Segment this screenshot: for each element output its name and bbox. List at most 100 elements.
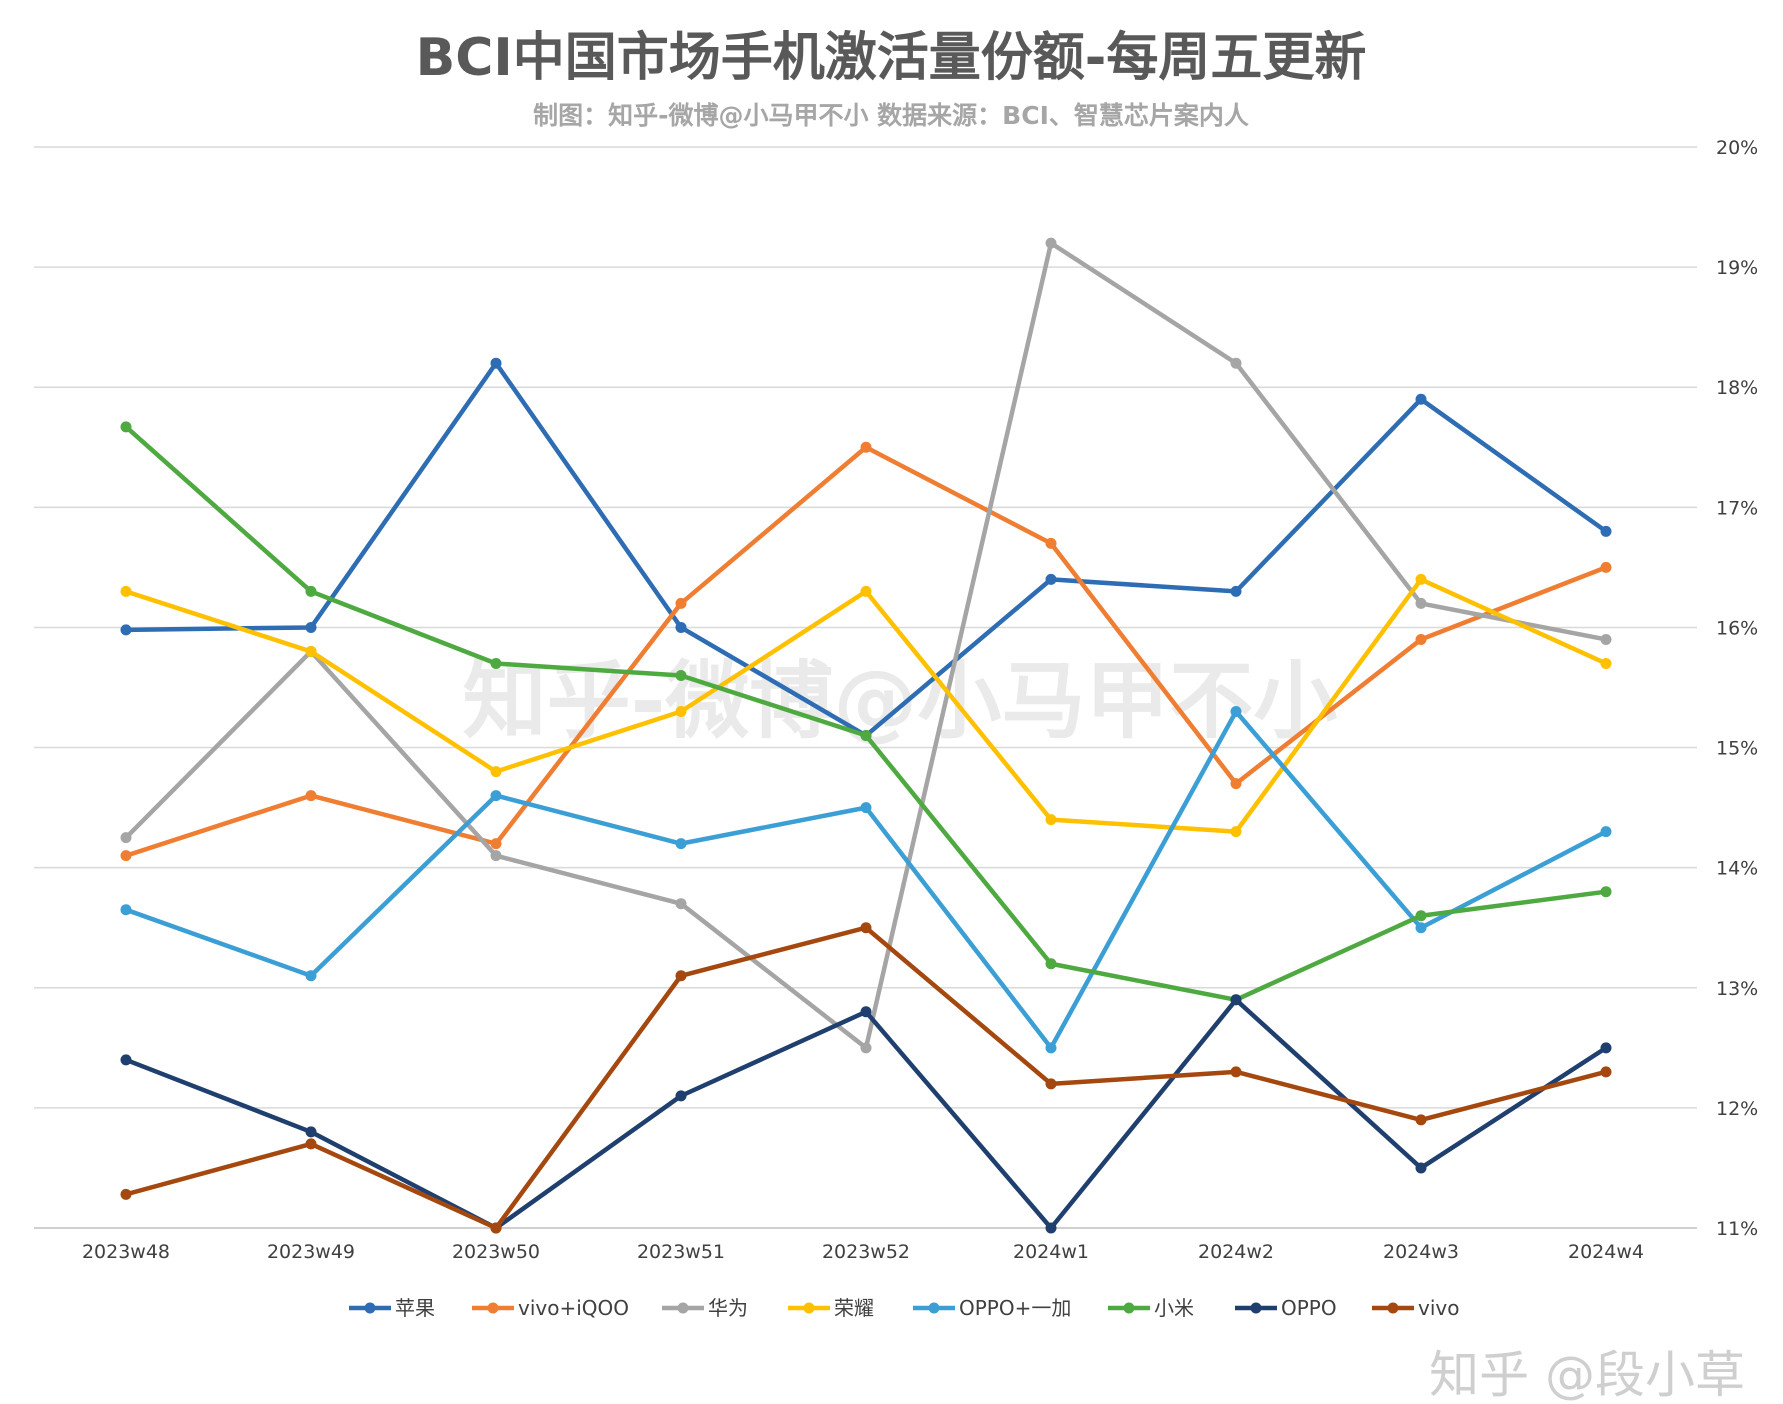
data-point: [1230, 357, 1242, 369]
legend-marker: [487, 1302, 499, 1314]
y-tick-label: 12%: [1716, 1098, 1758, 1120]
series-vivo: [120, 922, 1612, 1234]
data-point: [120, 1054, 132, 1066]
data-point: [1230, 706, 1242, 718]
data-point: [1045, 1042, 1057, 1054]
data-point: [860, 1042, 872, 1054]
watermark-center: 知乎-微博@小马甲不小: [463, 652, 1338, 750]
data-point: [675, 838, 687, 850]
data-point: [860, 802, 872, 814]
data-point: [1415, 633, 1427, 645]
data-point: [1600, 561, 1612, 573]
legend-marker: [1387, 1302, 1399, 1314]
y-tick-label: 14%: [1716, 858, 1758, 880]
data-point: [1600, 1066, 1612, 1078]
data-point: [1045, 537, 1057, 549]
data-point: [1045, 1078, 1057, 1090]
data-point: [860, 1006, 872, 1018]
data-point: [1415, 922, 1427, 934]
legend-label: 苹果: [395, 1296, 435, 1320]
legend-label: 荣耀: [834, 1296, 874, 1320]
data-point: [120, 850, 132, 862]
data-point: [305, 790, 317, 802]
y-tick-label: 19%: [1716, 257, 1758, 279]
legend-label: OPPO: [1281, 1296, 1337, 1320]
legend-item: 小米: [1108, 1296, 1194, 1320]
data-point: [490, 657, 502, 669]
x-tick-label: 2023w48: [82, 1241, 170, 1263]
x-tick-label: 2024w1: [1013, 1241, 1089, 1263]
data-point: [1415, 393, 1427, 405]
data-point: [490, 766, 502, 778]
watermark-corner: 知乎 @段小草: [1429, 1346, 1745, 1404]
y-tick-label: 18%: [1716, 377, 1758, 399]
x-tick-label: 2023w50: [452, 1241, 540, 1263]
data-point: [1415, 910, 1427, 922]
data-point: [1600, 657, 1612, 669]
data-point: [1230, 585, 1242, 597]
data-point: [860, 922, 872, 934]
x-tick-label: 2023w52: [822, 1241, 910, 1263]
data-point: [490, 850, 502, 862]
data-point: [1230, 826, 1242, 838]
legend-item: 荣耀: [788, 1296, 874, 1320]
data-point: [675, 706, 687, 718]
y-tick-label: 17%: [1716, 497, 1758, 519]
legend-marker: [677, 1302, 689, 1314]
x-tick-label: 2023w51: [637, 1241, 725, 1263]
series-小米: [120, 421, 1612, 1006]
y-tick-label: 13%: [1716, 978, 1758, 1000]
y-tick-label: 11%: [1716, 1218, 1758, 1240]
data-point: [1045, 814, 1057, 826]
series-vivo+iQOO: [120, 441, 1612, 862]
data-point: [120, 832, 132, 844]
data-point: [120, 1188, 132, 1200]
legend-item: OPPO: [1235, 1296, 1337, 1320]
legend-item: 华为: [662, 1296, 748, 1320]
legend-marker: [364, 1302, 376, 1314]
data-point: [1600, 633, 1612, 645]
data-point: [120, 585, 132, 597]
data-point: [860, 441, 872, 453]
x-tick-label: 2024w3: [1383, 1241, 1459, 1263]
data-point: [675, 970, 687, 982]
data-point: [1600, 525, 1612, 537]
series-group: [120, 237, 1612, 1234]
data-point: [675, 669, 687, 681]
data-point: [305, 1138, 317, 1150]
data-point: [1415, 597, 1427, 609]
data-point: [1600, 886, 1612, 898]
legend-label: 华为: [708, 1296, 748, 1320]
legend-item: vivo+iQOO: [472, 1296, 629, 1320]
data-point: [1230, 1066, 1242, 1078]
legend-label: vivo: [1418, 1296, 1459, 1320]
y-tick-label: 20%: [1716, 137, 1758, 159]
legend-label: OPPO+一加: [959, 1296, 1071, 1320]
chart-title: BCI中国市场手机激活量份额-每周五更新: [416, 28, 1367, 88]
data-point: [675, 621, 687, 633]
legend-marker: [1250, 1302, 1262, 1314]
y-axis: 11% 12% 13% 14% 15% 16% 17% 18% 19% 20%: [1716, 137, 1758, 1240]
legend-item: 苹果: [349, 1296, 435, 1320]
data-point: [1045, 573, 1057, 585]
data-point: [675, 597, 687, 609]
series-line: [125, 709, 1608, 1051]
data-point: [305, 585, 317, 597]
x-tick-label: 2024w4: [1568, 1241, 1644, 1263]
legend-item: OPPO+一加: [913, 1296, 1071, 1320]
series-OPPO: [120, 994, 1612, 1234]
legend-label: 小米: [1154, 1296, 1194, 1320]
data-point: [860, 730, 872, 742]
data-point: [1230, 778, 1242, 790]
series-OPPO+一加: [120, 706, 1612, 1054]
data-point: [120, 904, 132, 916]
data-point: [490, 357, 502, 369]
data-point: [1045, 237, 1057, 249]
data-point: [1045, 958, 1057, 970]
legend-marker: [1123, 1302, 1135, 1314]
data-point: [860, 585, 872, 597]
data-point: [305, 645, 317, 657]
y-tick-label: 16%: [1716, 617, 1758, 639]
chart-subtitle: 制图：知乎-微博@小马甲不小 数据来源：BCI、智慧芯片案内人: [533, 101, 1249, 130]
